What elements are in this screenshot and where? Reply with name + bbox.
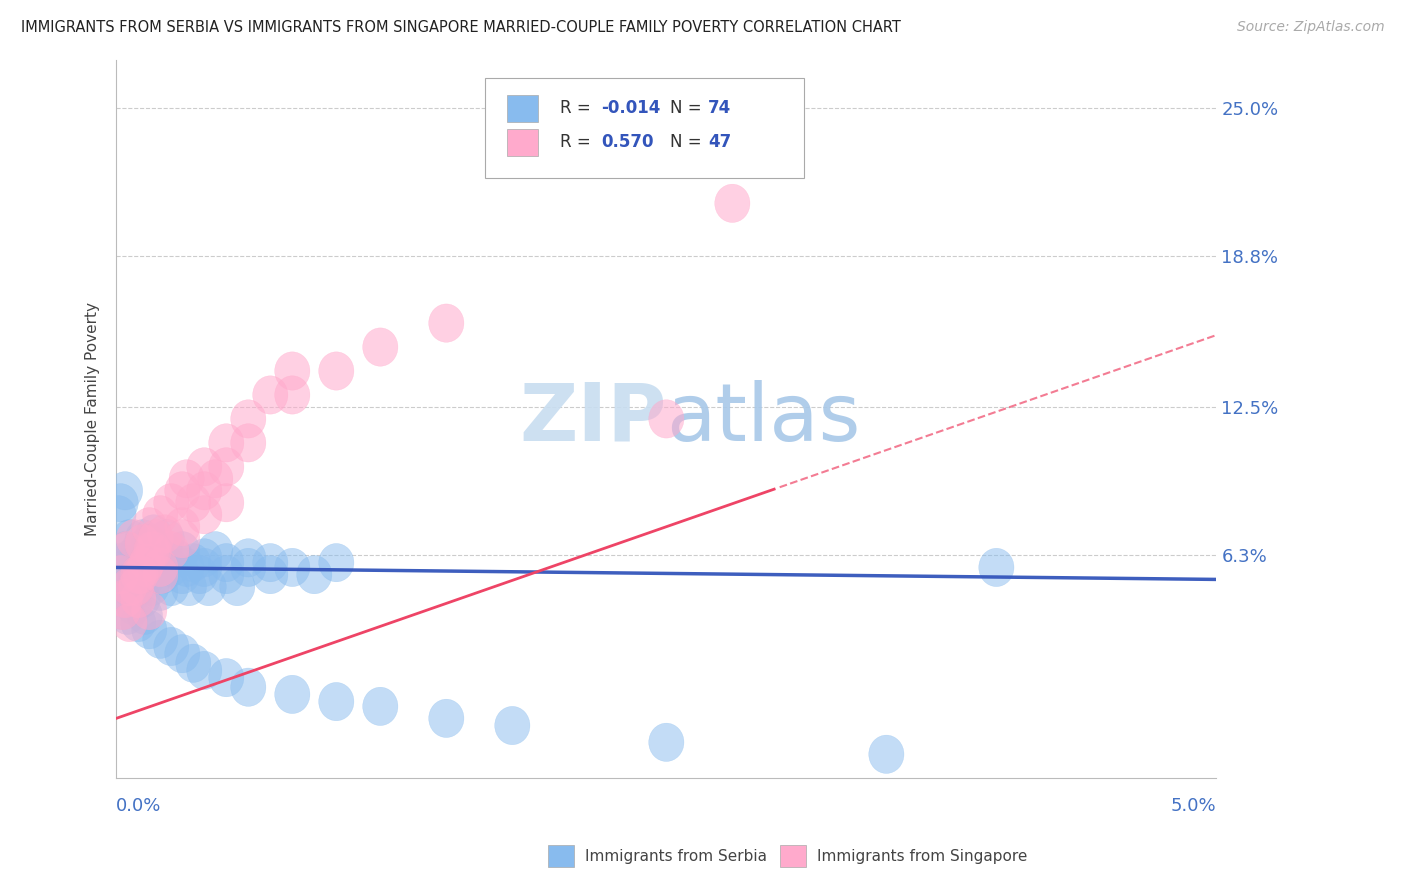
Text: 74: 74 [709,100,731,118]
Text: ZIP: ZIP [519,380,666,458]
Y-axis label: Married-Couple Family Poverty: Married-Couple Family Poverty [86,301,100,536]
Text: IMMIGRANTS FROM SERBIA VS IMMIGRANTS FROM SINGAPORE MARRIED-COUPLE FAMILY POVERT: IMMIGRANTS FROM SERBIA VS IMMIGRANTS FRO… [21,20,901,35]
Text: 0.0%: 0.0% [117,797,162,815]
Text: R =: R = [560,100,596,118]
Text: 47: 47 [709,133,731,152]
Text: N =: N = [669,133,707,152]
FancyBboxPatch shape [485,78,804,178]
Text: Immigrants from Serbia: Immigrants from Serbia [585,849,766,863]
Text: N =: N = [669,100,707,118]
Text: R =: R = [560,133,596,152]
FancyBboxPatch shape [506,95,537,122]
FancyBboxPatch shape [506,128,537,156]
Text: 5.0%: 5.0% [1171,797,1216,815]
Text: Immigrants from Singapore: Immigrants from Singapore [817,849,1028,863]
Text: 0.570: 0.570 [602,133,654,152]
Text: -0.014: -0.014 [602,100,661,118]
Text: atlas: atlas [666,380,860,458]
Text: Source: ZipAtlas.com: Source: ZipAtlas.com [1237,20,1385,34]
